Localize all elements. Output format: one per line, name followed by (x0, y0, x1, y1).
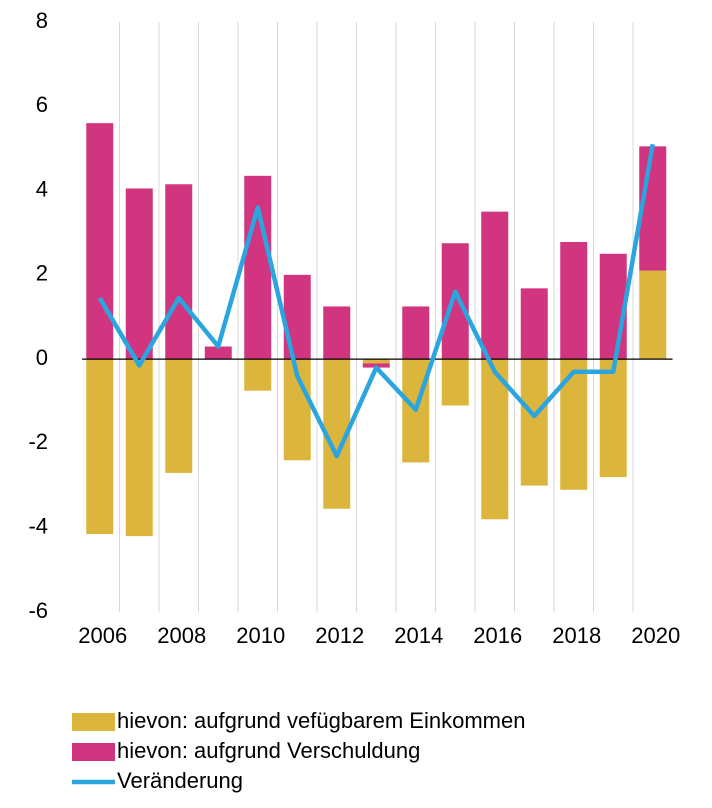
bar (244, 175, 272, 360)
x-tick-label: 2018 (552, 623, 601, 648)
legend-label: Veränderung (117, 768, 243, 793)
x-tick-label: 2012 (315, 623, 364, 648)
y-tick-label: -2 (28, 429, 48, 454)
legend-label: hievon: aufgrund vefügbarem Einkommen (117, 708, 525, 733)
bar (125, 359, 153, 537)
bar (244, 359, 272, 391)
y-tick-label: 6 (36, 92, 48, 117)
y-tick-label: -6 (28, 598, 48, 623)
bar (520, 359, 548, 486)
bar (165, 359, 193, 473)
bar (165, 184, 193, 360)
bar (362, 359, 390, 364)
x-tick-label: 2014 (394, 623, 443, 648)
bar (520, 288, 548, 360)
bar (560, 241, 588, 360)
legend-swatch (72, 743, 115, 761)
bar (86, 123, 114, 360)
bar (481, 211, 509, 360)
x-tick-label: 2008 (157, 623, 206, 648)
bar (323, 306, 351, 360)
bar (86, 359, 114, 535)
x-tick-label: 2020 (631, 623, 680, 648)
y-tick-label: 0 (36, 345, 48, 370)
line (97, 143, 655, 459)
y-tick-label: -4 (28, 514, 48, 539)
bar (402, 306, 430, 360)
bar (283, 274, 311, 360)
x-tick-label: 2006 (78, 623, 127, 648)
bar (639, 270, 667, 360)
legend-swatch (72, 713, 115, 731)
y-tick-label: 4 (36, 176, 48, 201)
bar (560, 359, 588, 490)
bar (481, 359, 509, 520)
x-tick-label: 2010 (236, 623, 285, 648)
y-tick-label: 2 (36, 261, 48, 286)
legend-label: hievon: aufgrund Verschuldung (117, 738, 420, 763)
bar (441, 243, 469, 360)
bar (204, 346, 232, 360)
bar (599, 359, 627, 478)
bar (599, 253, 627, 360)
y-tick-label: 8 (36, 8, 48, 33)
x-tick-label: 2016 (473, 623, 522, 648)
bar (125, 188, 153, 360)
bar (441, 359, 469, 406)
